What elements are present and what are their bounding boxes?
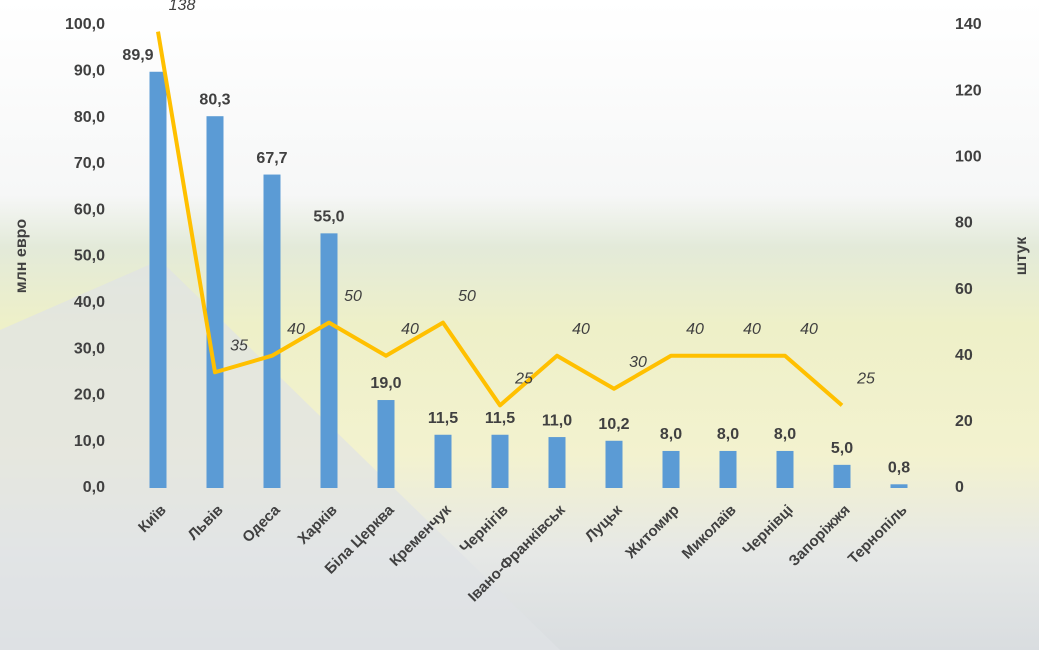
y2-tick-label: 120	[955, 82, 982, 99]
bar	[776, 450, 794, 488]
y-axis-title: млн евро	[13, 219, 30, 294]
line-value-label: 40	[686, 321, 704, 338]
line-value-label: 138	[169, 0, 196, 14]
bar	[206, 116, 224, 488]
bar-value-label: 11,0	[542, 412, 572, 429]
bar	[719, 450, 737, 488]
bar-value-label: 8,0	[774, 426, 796, 443]
line-value-label: 40	[287, 321, 305, 338]
line-value-label: 40	[572, 321, 590, 338]
bar-value-label: 89,9	[122, 47, 153, 64]
bar	[320, 233, 338, 488]
bar	[434, 434, 452, 488]
line-value-label: 50	[344, 288, 362, 305]
y-tick-label: 20,0	[74, 387, 105, 404]
bar-value-label: 11,5	[428, 410, 458, 427]
line	[156, 31, 844, 408]
y2-axis-title: штук	[1013, 236, 1030, 275]
y-tick-label: 0,0	[83, 479, 105, 496]
y-tick-label: 50,0	[74, 248, 105, 265]
bar-value-label: 8,0	[660, 426, 682, 443]
y-tick-label: 90,0	[74, 63, 105, 80]
bar-value-label: 8,0	[717, 426, 739, 443]
bar-value-label: 55,0	[313, 209, 344, 226]
bar-value-label: 10,2	[598, 416, 629, 433]
y-tick-label: 10,0	[74, 433, 105, 450]
y2-tick-label: 0	[955, 479, 964, 496]
bar	[833, 464, 851, 488]
y2-tick-label: 60	[955, 281, 973, 298]
bar-value-label: 11,5	[485, 410, 515, 427]
line-value-label: 40	[800, 321, 818, 338]
bar	[377, 400, 395, 488]
y-tick-label: 40,0	[74, 294, 105, 311]
y-tick-label: 80,0	[74, 109, 105, 126]
line-value-label: 35	[230, 337, 248, 354]
bar	[548, 437, 566, 488]
line-value-label: 40	[743, 321, 761, 338]
line-value-label: 50	[458, 288, 476, 305]
y2-tick-label: 20	[955, 413, 973, 430]
bar-value-label: 67,7	[256, 150, 287, 167]
bar-value-label: 80,3	[199, 91, 230, 108]
y-tick-label: 100,0	[65, 16, 105, 33]
bar-value-label: 19,0	[370, 375, 401, 392]
bar-value-label: 5,0	[831, 440, 853, 457]
y2-tick-label: 100	[955, 149, 982, 166]
line-value-label: 30	[629, 354, 647, 371]
y2-tick-label: 140	[955, 16, 982, 33]
y-tick-label: 60,0	[74, 201, 105, 218]
line-value-label: 40	[401, 321, 419, 338]
bar	[662, 450, 680, 488]
line-value-label: 25	[856, 371, 875, 388]
y-tick-label: 30,0	[74, 340, 105, 357]
bar	[890, 484, 908, 488]
y2-tick-label: 80	[955, 215, 973, 232]
bar	[263, 174, 281, 488]
y-tick-label: 70,0	[74, 155, 105, 172]
line-value-label: 25	[514, 371, 533, 388]
bar	[491, 434, 509, 488]
y2-tick-label: 40	[955, 347, 973, 364]
bar	[149, 71, 167, 488]
bar-value-label: 0,8	[888, 460, 910, 477]
bar	[605, 440, 623, 488]
